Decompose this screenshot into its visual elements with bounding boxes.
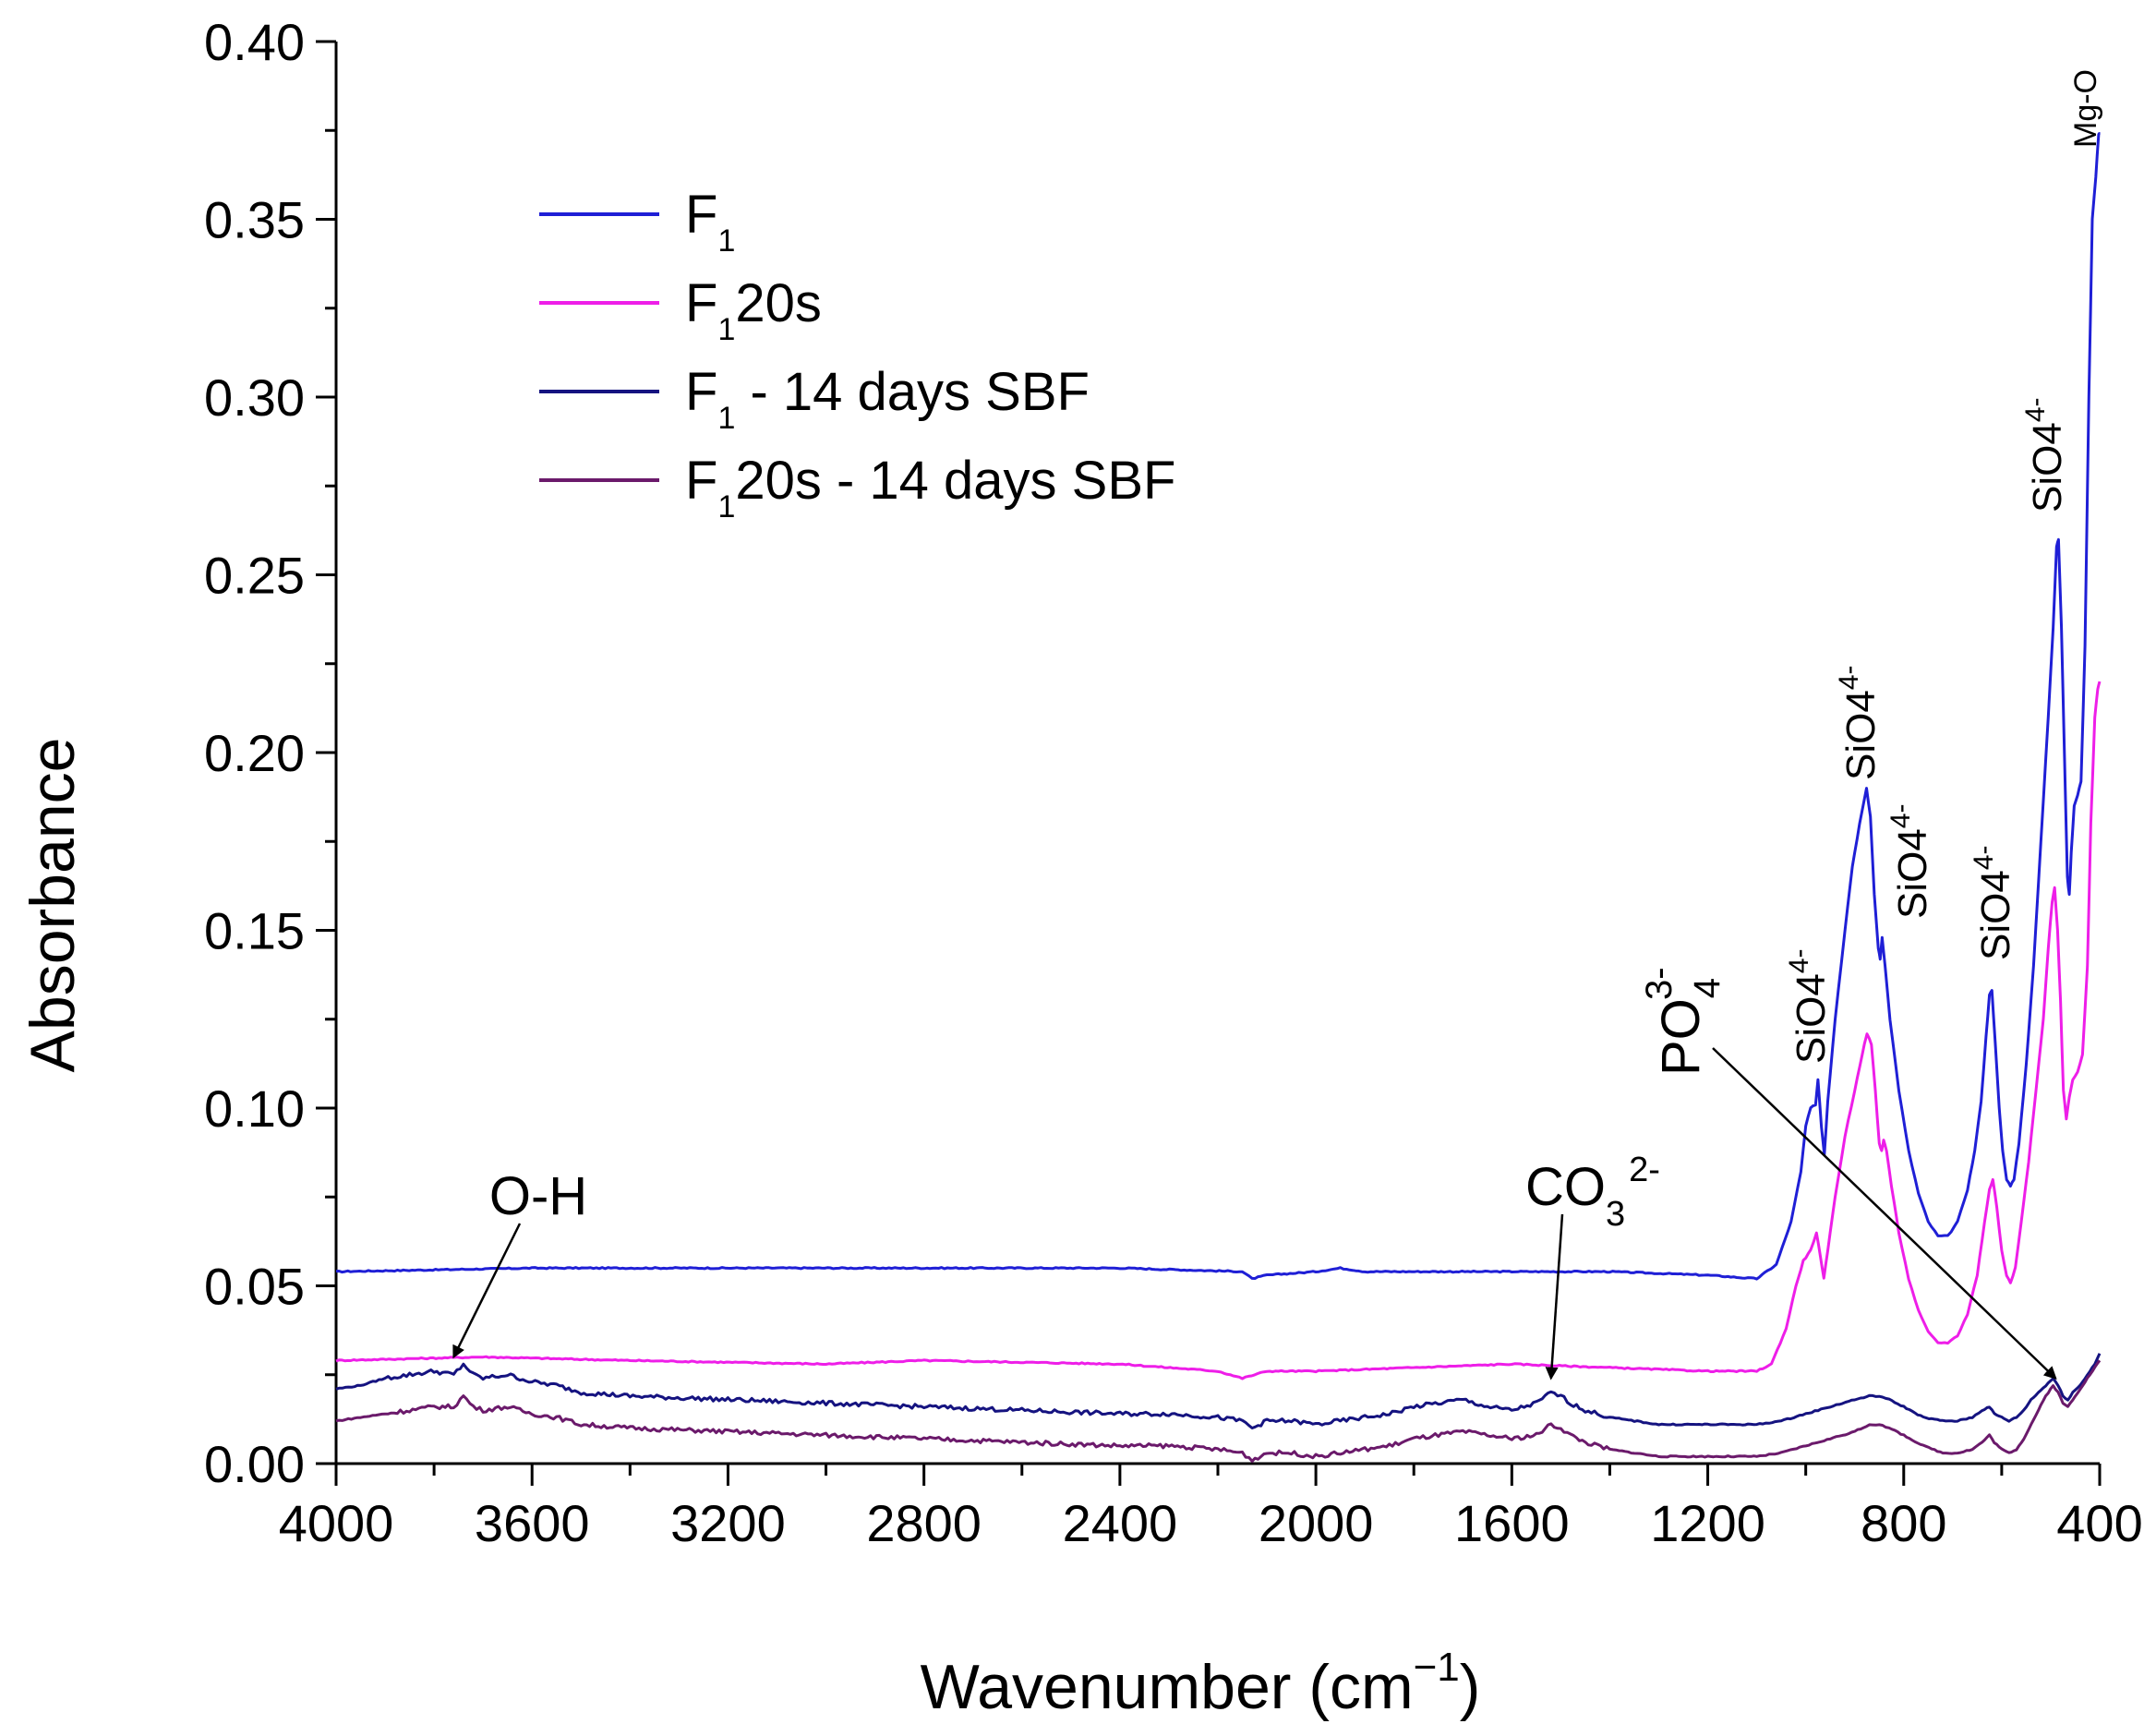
y-ticks: 0.00 0.05 0.10 0.15 0.20 0.25 0.30 0.35 0.40 bbox=[204, 13, 336, 1493]
x-tick-label: 400 bbox=[2056, 1494, 2142, 1552]
legend-label-base: F bbox=[685, 451, 717, 511]
series-line-4 bbox=[335, 1359, 2102, 1463]
series-line-1 bbox=[335, 132, 2102, 1281]
y-tick-label: 0.05 bbox=[204, 1258, 305, 1316]
series-line-2 bbox=[335, 681, 2102, 1380]
po4-label-sup: 3- bbox=[1639, 967, 1680, 1000]
y-tick-label: 0.00 bbox=[204, 1435, 305, 1493]
legend-label-3: F1 - 14 days SBF bbox=[685, 362, 1090, 436]
o-h-label: O-H bbox=[489, 1166, 587, 1226]
y-tick-label: 0.15 bbox=[204, 902, 305, 960]
sio4-label-876-text: SiO4 bbox=[1838, 690, 1884, 780]
x-tick-label: 3600 bbox=[475, 1494, 590, 1552]
annotations: O-H CO32- PO43- SiO44- SiO44- SiO44- SiO… bbox=[489, 69, 2103, 1234]
sio4-label-484-text: SiO4 bbox=[2025, 422, 2070, 512]
legend-label-rest: 20s bbox=[735, 273, 822, 333]
y-tick-label: 0.40 bbox=[204, 13, 305, 71]
series-line-3 bbox=[335, 1353, 2102, 1429]
o-h-arrow bbox=[452, 1223, 522, 1359]
po4-label: PO4 3- bbox=[1639, 967, 1728, 1076]
sio4-label-844-sup: 4- bbox=[1885, 803, 1916, 828]
y-tick-label: 0.25 bbox=[204, 547, 305, 605]
sio4-label-844-text: SiO4 bbox=[1890, 828, 1935, 919]
po4-label-sub: 4 bbox=[1687, 978, 1728, 998]
sio4-label-844: SiO44- bbox=[1885, 803, 1935, 919]
y-tick-label: 0.20 bbox=[204, 724, 305, 782]
sio4-label-1000-sup: 4- bbox=[1784, 948, 1814, 973]
po4-arrow bbox=[1712, 1047, 2057, 1380]
sio4-label-620-text: SiO4 bbox=[1973, 870, 2018, 960]
legend-label-sub: 1 bbox=[717, 223, 735, 259]
y-axis-title: Absorbance bbox=[18, 738, 88, 1073]
legend-label-2: F120s bbox=[685, 273, 822, 347]
axes bbox=[334, 42, 2100, 1465]
x-tick-label: 2800 bbox=[866, 1494, 982, 1552]
y-tick-label: 0.35 bbox=[204, 191, 305, 249]
co3-label: CO32- bbox=[1525, 1151, 1660, 1234]
x-tick-label: 1200 bbox=[1650, 1494, 1765, 1552]
x-tick-label: 3200 bbox=[670, 1494, 786, 1552]
x-axis-title-text: Wavenumber (cm bbox=[921, 1652, 1414, 1722]
legend-label-base: F bbox=[685, 185, 717, 245]
sio4-label-1000: SiO44- bbox=[1784, 948, 1834, 1064]
sio4-label-620-sup: 4- bbox=[1969, 845, 1999, 870]
sio4-label-484: SiO44- bbox=[2020, 397, 2070, 512]
sio4-label-620: SiO44- bbox=[1969, 845, 2018, 960]
sio4-label-1000-text: SiO4 bbox=[1789, 973, 1834, 1064]
legend-label-sub: 1 bbox=[717, 401, 735, 436]
y-tick-label: 0.10 bbox=[204, 1079, 305, 1138]
sio4-label-876-sup: 4- bbox=[1834, 665, 1864, 690]
legend-label-rest: 20s - 14 days SBF bbox=[735, 451, 1175, 511]
x-tick-label: 2000 bbox=[1259, 1494, 1374, 1552]
legend-label-sub: 1 bbox=[717, 489, 735, 524]
x-axis-title: Wavenumber (cm−1) bbox=[921, 1645, 1481, 1722]
co3-arrow bbox=[1545, 1213, 1564, 1380]
po4-label-text: PO bbox=[1651, 998, 1711, 1076]
annotation-arrows bbox=[452, 1047, 2057, 1380]
x-tick-label: 4000 bbox=[279, 1494, 394, 1552]
x-axis-title-sup: −1 bbox=[1414, 1645, 1460, 1690]
series-group bbox=[335, 132, 2102, 1463]
sio4-label-484-sup: 4- bbox=[2020, 397, 2051, 422]
x-ticks: 4000 3600 3200 2800 2400 2000 1600 1200 800 400 bbox=[279, 1464, 2143, 1552]
mg-o-label: Mg-O bbox=[2068, 69, 2103, 148]
legend-label-rest: - 14 days SBF bbox=[735, 362, 1090, 422]
legend-label-4: F120s - 14 days SBF bbox=[685, 451, 1175, 524]
legend-label-sub: 1 bbox=[717, 312, 735, 347]
y-tick-label: 0.30 bbox=[204, 368, 305, 427]
x-tick-label: 800 bbox=[1861, 1494, 1946, 1552]
legend-label-1: F1 bbox=[685, 185, 735, 259]
legend-label-base: F bbox=[685, 273, 717, 333]
co3-label-sup: 2- bbox=[1629, 1151, 1660, 1189]
x-tick-label: 1600 bbox=[1454, 1494, 1570, 1552]
co3-label-text: CO bbox=[1525, 1157, 1606, 1217]
legend-label-base: F bbox=[685, 362, 717, 422]
co3-label-sub: 3 bbox=[1606, 1195, 1625, 1234]
sio4-label-876: SiO44- bbox=[1834, 665, 1884, 780]
x-tick-label: 2400 bbox=[1063, 1494, 1178, 1552]
x-axis-title-close: ) bbox=[1460, 1652, 1481, 1722]
